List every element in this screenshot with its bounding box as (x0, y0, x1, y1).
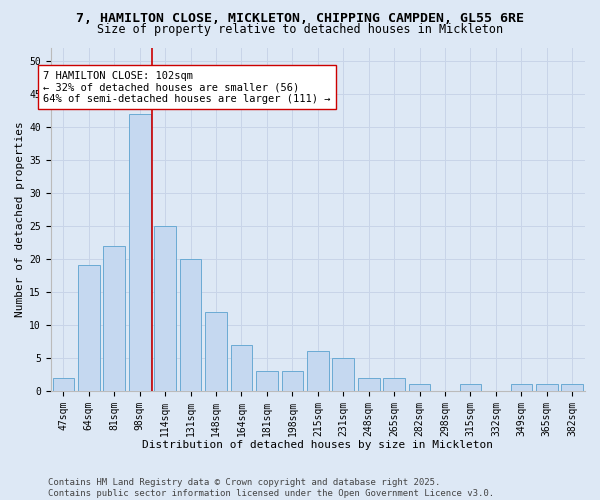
Bar (103, 246, 125, 391)
Bar (536, 384, 557, 391)
Bar (307, 351, 329, 391)
Bar (53, 378, 74, 391)
Bar (129, 114, 151, 391)
Text: 7, HAMILTON CLOSE, MICKLETON, CHIPPING CAMPDEN, GL55 6RE: 7, HAMILTON CLOSE, MICKLETON, CHIPPING C… (76, 12, 524, 26)
Text: 7 HAMILTON CLOSE: 102sqm
← 32% of detached houses are smaller (56)
64% of semi-d: 7 HAMILTON CLOSE: 102sqm ← 32% of detach… (43, 70, 331, 104)
X-axis label: Distribution of detached houses by size in Mickleton: Distribution of detached houses by size … (142, 440, 493, 450)
Bar (256, 371, 278, 391)
Text: Contains HM Land Registry data © Crown copyright and database right 2025.
Contai: Contains HM Land Registry data © Crown c… (48, 478, 494, 498)
Y-axis label: Number of detached properties: Number of detached properties (15, 122, 25, 317)
Bar (383, 378, 405, 391)
Bar (78, 266, 100, 391)
Bar (332, 358, 354, 391)
Bar (460, 384, 481, 391)
Bar (281, 371, 303, 391)
Bar (562, 384, 583, 391)
Bar (205, 312, 227, 391)
Bar (154, 226, 176, 391)
Bar (230, 344, 252, 391)
Text: Size of property relative to detached houses in Mickleton: Size of property relative to detached ho… (97, 22, 503, 36)
Bar (358, 378, 380, 391)
Bar (180, 259, 202, 391)
Bar (409, 384, 430, 391)
Bar (511, 384, 532, 391)
